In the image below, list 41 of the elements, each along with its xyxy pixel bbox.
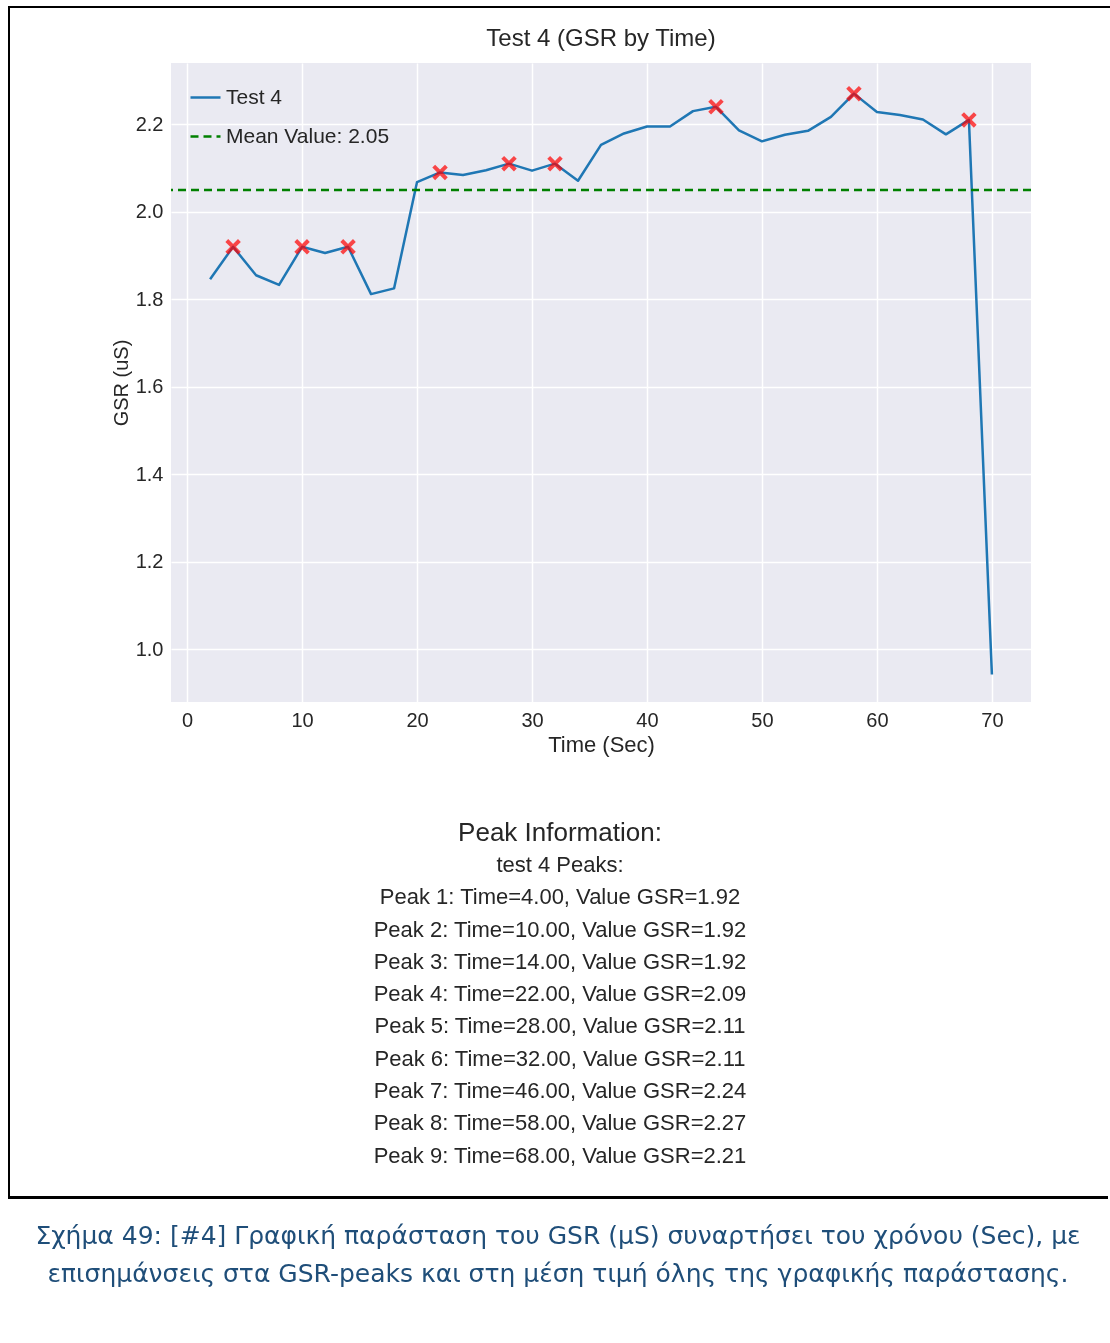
point <box>546 155 564 172</box>
y-axis-title: GSR (uS) <box>109 339 132 427</box>
point <box>431 164 449 181</box>
x-tick-label: 30 <box>521 708 544 731</box>
y-tick-label: 1.6 <box>135 375 164 398</box>
y-tick-label: 2.0 <box>135 200 164 223</box>
text: Peak 7: Time=46.00, Value GSR=2.24 <box>372 1077 748 1106</box>
y-tick-label: 1.0 <box>135 637 164 660</box>
y-tick-label: 1.8 <box>135 287 164 310</box>
point <box>845 85 863 102</box>
x-tick-label: 0 <box>182 708 194 731</box>
text: Peak 3: Time=14.00, Value GSR=1.92 <box>372 947 748 976</box>
point <box>960 111 978 129</box>
legend-label: Test 4 <box>226 84 283 108</box>
point <box>500 155 518 172</box>
x-tick-label: 20 <box>406 708 429 731</box>
text: Peak 4: Time=22.00, Value GSR=2.09 <box>372 980 748 1009</box>
x-axis-title: Time (Sec) <box>548 731 655 757</box>
y-tick-label: 1.4 <box>135 462 164 485</box>
legend-label: Mean Value: 2.05 <box>226 123 390 147</box>
point <box>224 238 242 256</box>
text: Peak 6: Time=32.00, Value GSR=2.11 <box>373 1044 747 1073</box>
y-tick-label: 1.2 <box>135 550 164 573</box>
x-tick-label: 40 <box>636 708 659 731</box>
chart-title: Test 4 (GSR by Time) <box>486 24 716 51</box>
x-tick-label: 70 <box>981 708 1004 731</box>
x-tick-label: 10 <box>291 708 314 731</box>
text: Peak 8: Time=58.00, Value GSR=2.27 <box>372 1109 748 1138</box>
text: Peak 9: Time=68.00, Value GSR=2.21 <box>372 1141 748 1170</box>
text: Peak 2: Time=10.00, Value GSR=1.92 <box>372 915 748 944</box>
text: Peak 1: Time=4.00, Value GSR=1.92 <box>378 883 742 912</box>
y-tick-label: 2.2 <box>135 112 164 135</box>
x-tick-label: 50 <box>751 708 774 731</box>
point <box>707 98 725 116</box>
text: Peak 5: Time=28.00, Value GSR=2.11 <box>373 1012 747 1041</box>
point <box>339 238 357 256</box>
text: Σχήμα 49: [#4] Γραφική παράσταση του GSR (μS) συναρτήσει του χρόνου (Sec), με επισημάνσεις στα GSR-peaks και στη μέση τιμή όλης της γραφικής παράστασης. <box>8 1196 1108 1293</box>
text: Peak Information: <box>457 816 663 849</box>
point <box>293 238 311 256</box>
text: test 4 Peaks: <box>495 851 625 879</box>
x-tick-label: 60 <box>866 708 889 731</box>
